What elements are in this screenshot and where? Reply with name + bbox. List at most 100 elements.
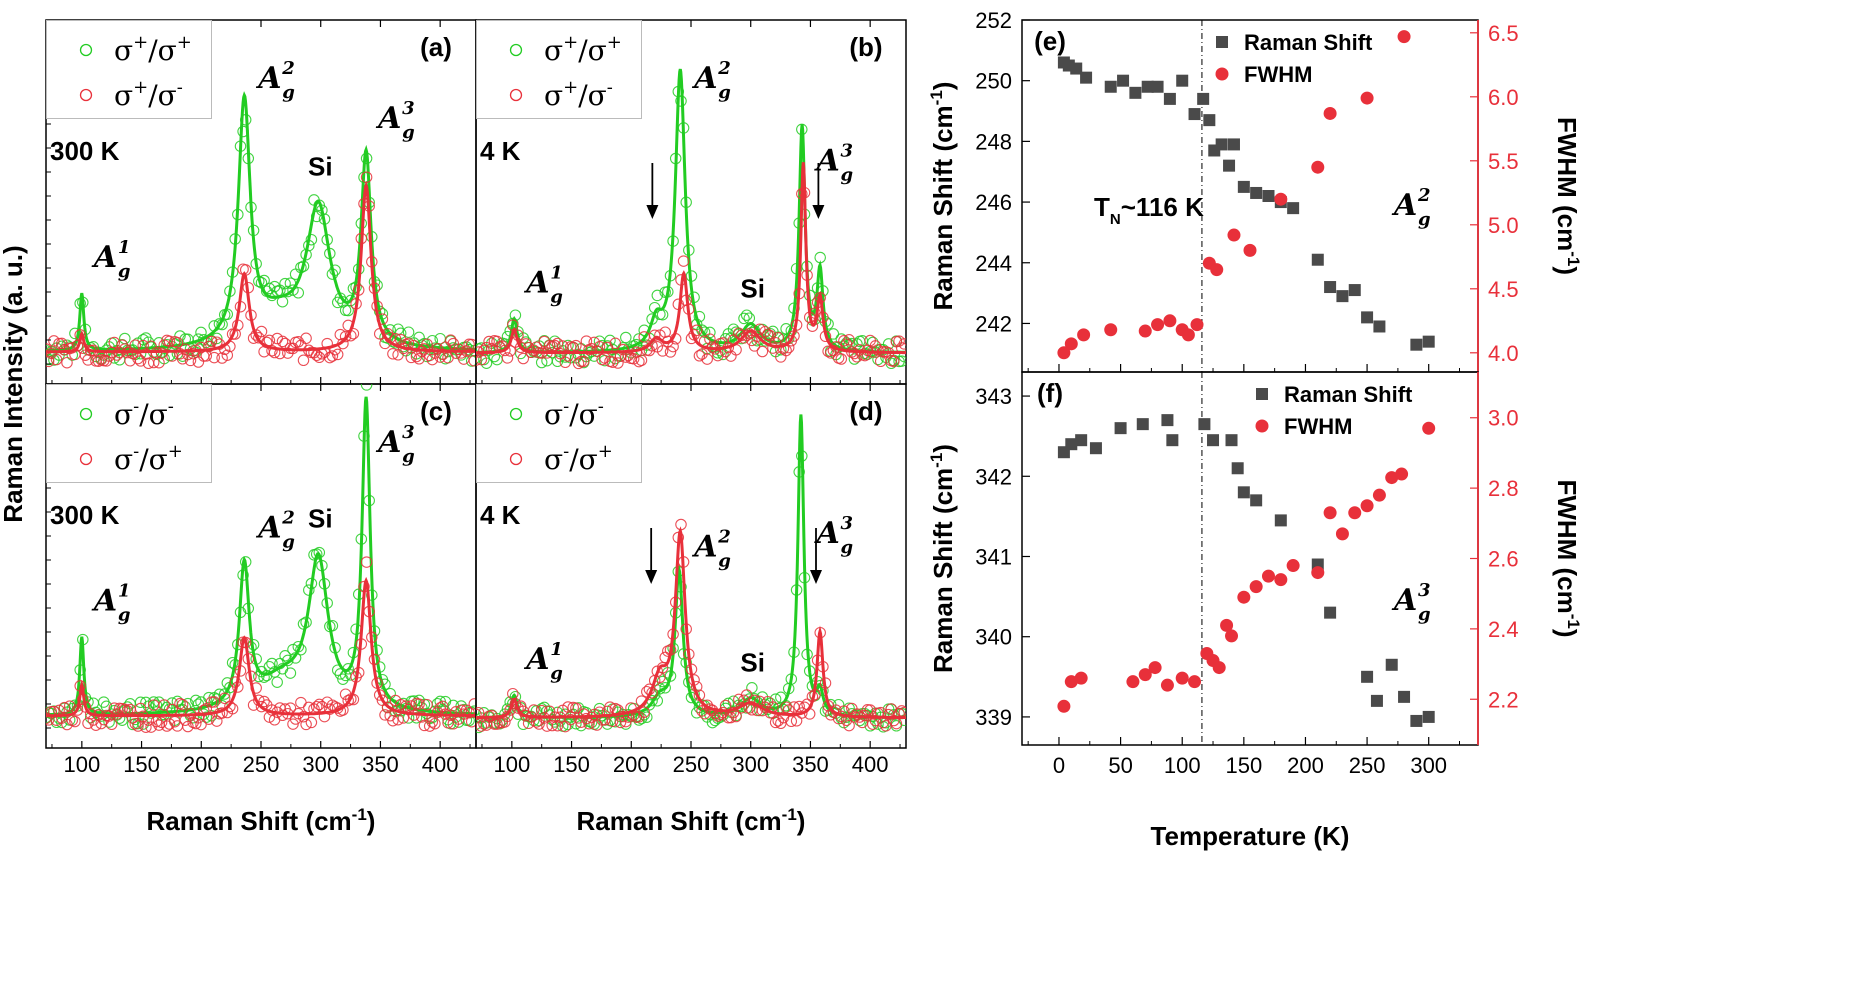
y2-tick-label: 5.0 xyxy=(1488,213,1519,238)
mode-label-f-sub: g xyxy=(1418,604,1431,625)
fwhm-point xyxy=(1422,421,1436,435)
mode-label-3-sup: 3 xyxy=(402,98,415,119)
data-point xyxy=(211,715,223,727)
mode-label-1-sub: g xyxy=(550,663,563,684)
data-point xyxy=(205,335,218,348)
data-point xyxy=(258,695,270,708)
data-point xyxy=(754,323,766,335)
data-point xyxy=(704,333,716,345)
series-a-1 xyxy=(46,171,476,370)
legend-a: σ+/σ+ σ+/σ- xyxy=(46,20,212,119)
data-point xyxy=(452,343,465,356)
y-tick-label: 242 xyxy=(975,311,1012,336)
panel-d-plot xyxy=(476,414,906,734)
fwhm-point xyxy=(1151,318,1165,332)
panel-label-d: (d) xyxy=(849,396,882,426)
mode-label-e: A 2 g xyxy=(1391,185,1431,230)
panel-f: 339 340 341 342 343 2.2 2.4 2.6 2.8 3.0 0 50 100 150 2… xyxy=(975,371,1519,851)
mode-label-3: A 3 g xyxy=(813,513,853,558)
fwhm-point xyxy=(1311,566,1325,580)
mode-label-2-sub: g xyxy=(282,532,295,553)
y2-tick-label: 2.4 xyxy=(1488,617,1519,642)
data-point xyxy=(864,704,876,716)
series-c-1 xyxy=(46,556,476,733)
fit-line xyxy=(476,526,906,720)
raman-shift-point xyxy=(1250,494,1263,507)
mode-label-f: A 3 g xyxy=(1391,580,1431,625)
data-point xyxy=(483,335,495,348)
legend-label: FWHM xyxy=(1244,62,1312,87)
y2-tick-label: 5.5 xyxy=(1488,149,1519,174)
data-point xyxy=(444,334,457,346)
mode-label-2-letter: A xyxy=(691,529,717,564)
series-f-0 xyxy=(1057,414,1435,727)
fwhm-point xyxy=(1243,243,1257,257)
raman-shift-point xyxy=(1223,159,1236,172)
data-point xyxy=(266,344,278,357)
legend-marker xyxy=(79,407,93,421)
fwhm-point xyxy=(1385,471,1399,485)
data-point xyxy=(221,349,234,361)
data-point xyxy=(572,357,585,370)
fwhm-point xyxy=(1311,160,1325,174)
si-label: Si xyxy=(308,504,333,534)
raman-shift-point xyxy=(1176,74,1189,87)
legend-box xyxy=(46,20,212,119)
data-point xyxy=(761,328,774,341)
data-point xyxy=(888,355,900,368)
mode-label-2-letter: A xyxy=(255,511,281,546)
data-point xyxy=(740,689,753,701)
data-point xyxy=(609,337,622,350)
raman-shift-point xyxy=(1080,71,1093,84)
data-point xyxy=(476,708,482,721)
raman-shift-point xyxy=(1324,281,1337,294)
data-point xyxy=(793,700,805,713)
data-point xyxy=(279,277,291,290)
fwhm-point xyxy=(1237,590,1251,604)
fit-line xyxy=(46,576,476,718)
data-point xyxy=(549,339,561,352)
fwhm-point xyxy=(1360,499,1374,513)
y-axis-label-spectra: Raman Intensity (a. u.) xyxy=(0,245,28,522)
data-point xyxy=(465,338,476,351)
data-point xyxy=(740,309,753,321)
data-point xyxy=(163,718,176,730)
data-point xyxy=(300,718,312,731)
data-point xyxy=(777,711,790,724)
mode-label-f-letter: A xyxy=(1391,583,1417,618)
data-point xyxy=(255,325,268,338)
legend-label: σ-/σ- xyxy=(114,396,174,431)
data-point xyxy=(190,717,202,730)
data-point xyxy=(61,356,73,369)
arrow-head xyxy=(810,570,822,584)
data-point xyxy=(48,335,60,347)
series-f-1 xyxy=(1057,421,1436,713)
x-tick-label: 300 xyxy=(1410,753,1447,778)
y2-tick-label: 2.8 xyxy=(1488,476,1519,501)
fwhm-point xyxy=(1395,467,1409,481)
si-label: Si xyxy=(740,648,765,678)
data-point xyxy=(869,714,882,727)
x-tick-label: 250 xyxy=(1349,753,1386,778)
raman-shift-point xyxy=(1136,418,1149,431)
data-point xyxy=(287,284,299,296)
mode-label-1-sup: 1 xyxy=(550,639,563,660)
fwhm-point xyxy=(1261,569,1275,583)
legend-box xyxy=(476,20,642,119)
raman-shift-point xyxy=(1361,670,1374,683)
legend-marker xyxy=(509,407,523,421)
data-point xyxy=(140,721,152,733)
data-point xyxy=(780,701,792,713)
arrow-head xyxy=(646,205,659,219)
raman-shift-point xyxy=(1188,108,1201,121)
data-point xyxy=(381,701,394,714)
raman-shift-point xyxy=(1370,694,1383,707)
data-point xyxy=(326,619,339,632)
data-point xyxy=(664,346,677,358)
mode-label-1-sup: 1 xyxy=(550,263,563,284)
data-point xyxy=(195,326,207,339)
x-axis-label-temperature: Temperature (K) xyxy=(1151,821,1350,851)
mode-label-3-sub: g xyxy=(840,164,853,185)
raman-shift-point xyxy=(1207,434,1220,447)
